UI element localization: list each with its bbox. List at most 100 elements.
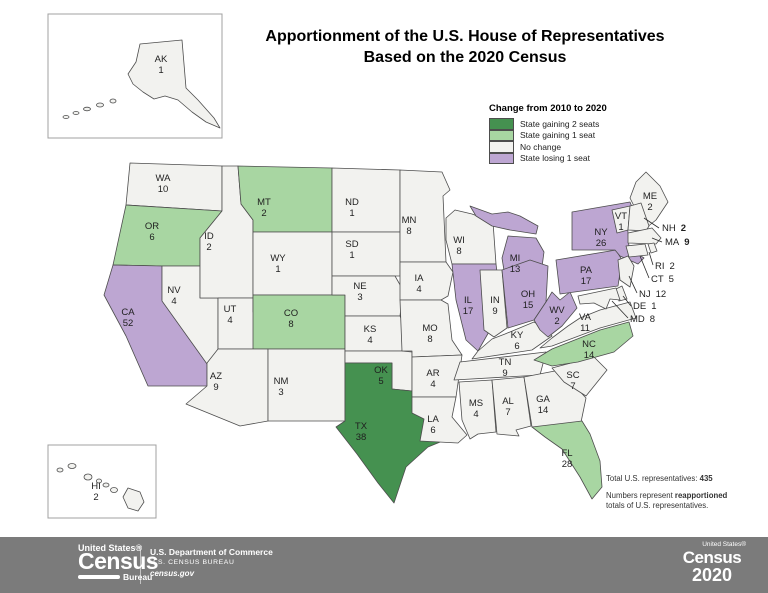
state-nh — [627, 202, 650, 232]
aleutian-islet — [62, 115, 70, 119]
leader-line-ma — [651, 237, 663, 243]
state-label-wy: WY 1 — [270, 253, 286, 275]
hawaii-inset-box — [47, 444, 157, 519]
state-label-ar: AR 4 — [426, 368, 439, 390]
census-2020-wordmark: Census — [682, 547, 742, 567]
state-label-tx: TX 38 — [355, 421, 368, 443]
leader-line-de — [622, 295, 632, 307]
minor-islands-layer — [56, 98, 118, 493]
total-note-prefix: Total U.S. representatives: — [606, 474, 700, 483]
census-2020-united-states: United States® — [702, 541, 746, 548]
state-label-sd: SD 1 — [345, 239, 358, 261]
state-wi — [445, 209, 497, 265]
legend-title: Change from 2010 to 2020 — [489, 103, 607, 114]
dept-commerce-line: U.S. Department of Commerce — [150, 547, 273, 557]
state-hi-big-island — [122, 487, 145, 512]
census-bureau-line: U.S. CENSUS BUREAU — [150, 559, 235, 566]
state-label-ia: IA 4 — [415, 273, 425, 295]
state-label-co: CO 8 — [284, 308, 298, 330]
hawaii-islet — [110, 487, 118, 493]
legend-swatch-gain1 — [489, 129, 514, 141]
legend-label-lose1: State losing 1 seat — [520, 153, 590, 164]
state-md — [577, 287, 621, 310]
reapportioned-note-line2: totals of U.S. representatives. — [606, 501, 709, 510]
state-label-fl: FL 28 — [561, 448, 572, 470]
state-label-nh: NH 2 — [662, 223, 686, 234]
state-wa — [125, 162, 223, 212]
total-note-value: 435 — [699, 474, 713, 483]
census-logo-bureau-row: Bureau — [78, 572, 158, 582]
state-ri — [647, 242, 658, 254]
leader-line-md — [611, 300, 629, 319]
state-label-hi: HI 2 — [91, 481, 101, 503]
page-title-line1: Apportionment of the U.S. House of Repre… — [265, 28, 665, 45]
legend-item-gain1: State gaining 1 seat — [489, 129, 607, 141]
state-labels-layer: WA 10 OR 6 CA 52 NV 4 ID 2 MT 2 WY 1 UT 4 CO 8 AZ 9 NM 3 ND 1 SD… — [91, 54, 689, 503]
legend-item-nochange: No change — [489, 141, 607, 153]
census-logo-united-states: United States® — [78, 543, 143, 553]
census-logo-wordmark: Census — [78, 548, 159, 574]
state-nd — [331, 167, 401, 233]
reapportioned-note-bold: reapportioned — [674, 491, 728, 500]
state-label-tn: TN 9 — [499, 357, 512, 379]
state-label-id: ID 2 — [204, 231, 214, 253]
legend: Change from 2010 to 2020 State gaining 2… — [489, 103, 607, 164]
leader-line-ct — [639, 255, 650, 279]
state-nc — [533, 321, 634, 367]
leader-line-ri — [648, 251, 654, 266]
state-label-va: VA 11 — [579, 312, 592, 334]
leader-line-nh — [643, 217, 660, 229]
state-label-wi: WI 8 — [453, 235, 465, 257]
state-label-md: MD 8 — [630, 314, 655, 325]
state-label-ca: CA 52 — [121, 307, 135, 329]
state-label-ma: MA 9 — [665, 237, 690, 248]
legend-label-nochange: No change — [520, 141, 562, 152]
aleutian-islet — [83, 106, 91, 112]
reapportioned-note: Numbers represent reapportioned totals o… — [606, 491, 764, 511]
census-logo-swoosh — [78, 575, 120, 579]
state-label-or: OR 6 — [145, 221, 159, 243]
state-la — [411, 396, 468, 444]
aleutian-islet — [96, 102, 104, 108]
legend-item-gain2: State gaining 2 seats — [489, 118, 607, 130]
census-bureau-logo: United States® Census Bureau — [78, 543, 159, 582]
state-label-ne: NE 3 — [353, 281, 366, 303]
state-label-nm: NM 3 — [274, 376, 289, 398]
state-nj — [617, 255, 635, 288]
footer-divider — [140, 546, 141, 584]
state-label-in: IN 9 — [490, 295, 500, 317]
state-label-ga: GA 14 — [536, 394, 550, 416]
legend-label-gain2: State gaining 2 seats — [520, 118, 600, 129]
states-layer — [103, 39, 669, 512]
state-co — [252, 294, 346, 350]
state-label-nd: ND 1 — [345, 197, 359, 219]
state-in — [479, 269, 508, 338]
state-wy — [252, 231, 333, 296]
state-label-pa: PA 17 — [580, 265, 593, 287]
state-label-nj: NJ 12 — [639, 289, 666, 300]
state-label-ak: AK 1 — [155, 54, 168, 76]
state-label-ks: KS 4 — [364, 324, 377, 346]
leader-lines-layer — [611, 217, 663, 319]
state-ct — [625, 243, 649, 258]
legend-item-lose1: State losing 1 seat — [489, 152, 607, 164]
state-fl — [531, 420, 603, 500]
state-ak — [127, 39, 221, 129]
hawaii-islet — [67, 463, 77, 469]
leader-line-nj — [628, 275, 638, 294]
state-label-ct: CT 5 — [651, 274, 674, 285]
state-label-ky: KY 6 — [511, 330, 524, 352]
census-gov-link[interactable]: census.gov — [150, 569, 195, 578]
state-va — [539, 301, 637, 349]
state-label-az: AZ 9 — [210, 371, 222, 393]
aleutian-islet — [109, 98, 117, 104]
census-2020-logo: United States® Census 2020 — [676, 541, 748, 583]
reapportioned-note-pre: Numbers represent — [606, 491, 675, 500]
state-label-mi: MI 13 — [510, 253, 521, 275]
legend-swatch-lose1 — [489, 152, 514, 164]
department-block: U.S. Department of Commerce U.S. CENSUS … — [150, 547, 273, 578]
census-logo-bureau: Bureau — [123, 572, 153, 582]
total-representatives-note: Total U.S. representatives: 435 — [606, 474, 764, 484]
